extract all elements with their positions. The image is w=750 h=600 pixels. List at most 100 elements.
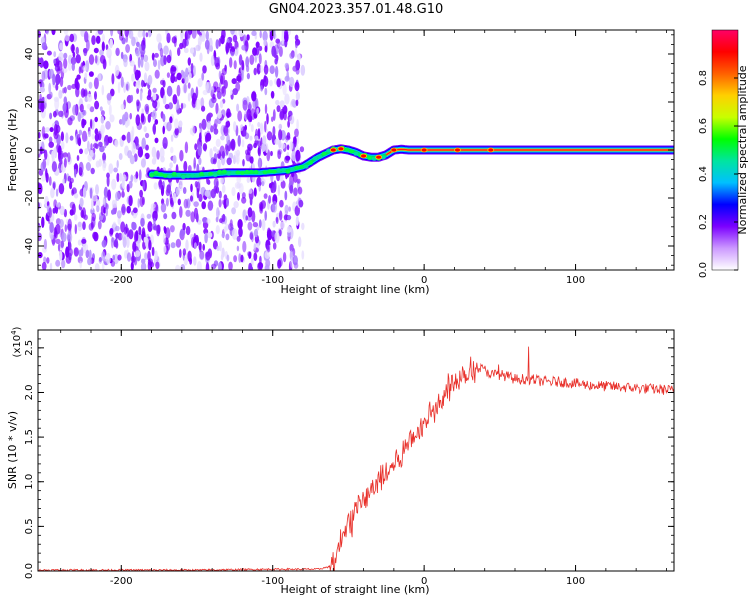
noise-blob — [158, 183, 163, 190]
noise-blob — [272, 126, 276, 137]
noise-blob — [254, 135, 259, 141]
noise-blob — [293, 262, 299, 269]
noise-blob — [143, 54, 149, 63]
noise-blob — [218, 198, 222, 208]
noise-blob — [140, 217, 145, 227]
noise-blob — [101, 133, 105, 145]
ridge-blob — [321, 151, 327, 156]
ridge-hotspot — [360, 153, 368, 159]
noise-blob — [225, 233, 230, 241]
noise-blob — [129, 155, 135, 165]
noise-blob — [153, 182, 158, 190]
noise-blob — [295, 91, 300, 101]
noise-blob — [45, 168, 48, 179]
x-tick-label: 0 — [421, 275, 427, 286]
noise-blob — [55, 73, 61, 86]
colorbar-tick-label: 0.6 — [698, 118, 709, 134]
noise-blob — [271, 230, 275, 238]
noise-blob — [160, 79, 164, 85]
noise-blob — [219, 177, 224, 185]
y-tick-label: 40 — [24, 48, 35, 61]
noise-blob — [76, 74, 81, 80]
noise-blob — [215, 148, 220, 155]
noise-blob — [106, 47, 112, 59]
noise-blob — [71, 62, 76, 71]
noise-blob — [94, 100, 100, 110]
noise-blob — [77, 256, 83, 264]
noise-blob — [247, 221, 253, 231]
noise-blob — [101, 239, 107, 248]
noise-blob — [189, 47, 195, 54]
noise-blob — [109, 227, 114, 235]
noise-blob — [59, 76, 64, 88]
noise-blob — [170, 134, 174, 142]
noise-blob — [228, 223, 234, 231]
noise-blob — [154, 137, 159, 144]
noise-blob — [77, 112, 81, 123]
noise-blob — [115, 232, 120, 239]
noise-blob — [126, 131, 131, 144]
ridge-blob — [249, 169, 254, 174]
noise-blob — [63, 58, 68, 69]
noise-blob — [115, 191, 121, 201]
noise-blob — [153, 217, 156, 225]
noise-blob — [246, 34, 250, 41]
ridge-blob — [239, 170, 245, 175]
noise-blob — [293, 187, 298, 197]
noise-blob — [298, 236, 302, 248]
noise-blob — [282, 252, 287, 263]
noise-blob — [270, 150, 273, 157]
noise-blob — [259, 30, 262, 39]
noise-blob — [220, 135, 225, 141]
noise-blob — [176, 99, 180, 110]
noise-blob — [220, 34, 225, 45]
noise-blob — [140, 115, 146, 125]
snr-xlabel: Height of straight line (km) — [280, 583, 429, 596]
noise-blob — [232, 88, 238, 96]
noise-blob — [38, 225, 41, 231]
noise-blob — [100, 116, 105, 124]
noise-blob — [226, 254, 230, 262]
noise-blob — [253, 228, 259, 238]
noise-blob — [212, 158, 217, 165]
noise-blob — [284, 75, 290, 82]
ridge-blob — [280, 168, 286, 172]
noise-blob — [245, 215, 248, 221]
noise-blob — [287, 120, 290, 128]
noise-blob — [157, 59, 161, 70]
noise-blob — [166, 32, 171, 44]
noise-blob — [284, 62, 289, 69]
noise-blob — [144, 152, 150, 160]
noise-blob — [226, 134, 231, 146]
noise-blob — [206, 232, 213, 239]
noise-blob — [49, 221, 54, 234]
figure-title: GN04.2023.357.01.48.G10 — [268, 2, 444, 17]
noise-blob — [102, 159, 107, 172]
noise-blob — [62, 102, 67, 113]
noise-blob — [183, 47, 189, 54]
noise-blob — [130, 94, 134, 102]
noise-blob — [82, 65, 87, 72]
noise-blob — [174, 127, 179, 136]
noise-blob — [99, 49, 104, 56]
noise-blob — [135, 114, 141, 126]
noise-blob — [137, 198, 140, 208]
noise-blob — [67, 218, 72, 231]
noise-blob — [109, 114, 115, 123]
noise-blob — [223, 126, 229, 137]
noise-blob — [263, 64, 269, 75]
x-tick-label: -100 — [261, 576, 284, 587]
noise-blob — [64, 34, 70, 42]
ridge-blob — [349, 149, 354, 154]
noise-blob — [226, 112, 230, 119]
ridge-blob — [294, 165, 300, 170]
noise-blob — [258, 45, 263, 52]
noise-blob — [295, 41, 298, 49]
noise-blob — [150, 203, 156, 209]
noise-blob — [152, 124, 156, 133]
noise-blob — [241, 44, 247, 51]
noise-blob — [191, 30, 197, 39]
noise-blob — [73, 214, 78, 221]
noise-blob — [94, 128, 99, 135]
noise-blob — [76, 155, 80, 161]
